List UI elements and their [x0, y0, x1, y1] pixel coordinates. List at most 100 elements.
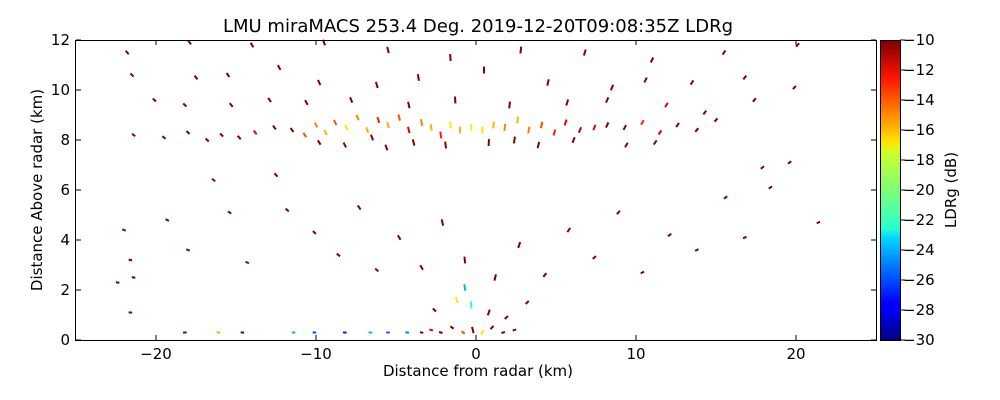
echo-point: [592, 124, 597, 131]
echo-point: [365, 126, 370, 134]
echo-point: [419, 264, 424, 271]
echo-point: [463, 256, 467, 264]
x-tick-label: −10: [300, 345, 332, 363]
echo-point: [182, 102, 188, 108]
echo-point: [124, 50, 130, 55]
y-axis-label: Distance Above radar (km): [28, 89, 46, 291]
y-tick-label: 10: [51, 81, 70, 99]
echo-point: [760, 165, 765, 170]
echo-point: [407, 101, 411, 109]
echo-point: [622, 124, 627, 131]
colorbar-tick-label: −26: [903, 271, 935, 289]
colorbar-tick-label: −28: [903, 301, 935, 319]
colorbar-tick-label: −10: [903, 31, 935, 49]
echo-point: [787, 160, 792, 165]
echo-point: [742, 235, 747, 240]
echo-point: [374, 81, 379, 89]
echo-point: [128, 258, 133, 262]
echo-point: [675, 122, 680, 128]
echo-point: [577, 126, 583, 134]
echo-point: [816, 220, 821, 225]
echo-point: [277, 64, 282, 71]
echo-point: [386, 121, 390, 129]
echo-point: [768, 185, 773, 190]
colorbar-tick-label: −30: [903, 331, 935, 349]
x-tick-label: 10: [626, 345, 645, 363]
echo-point: [512, 328, 517, 332]
echo-point: [185, 248, 191, 252]
echo-point: [519, 46, 523, 54]
echo-point: [694, 248, 699, 252]
echo-point: [369, 134, 375, 141]
echo-point: [429, 124, 433, 131]
echo-point: [486, 309, 491, 316]
echo-point: [273, 172, 279, 178]
chart-title: LMU miraMACS 253.4 Deg. 2019-12-20T09:08…: [223, 16, 733, 37]
y-tick-label: 4: [60, 231, 70, 249]
echo-point: [493, 274, 497, 281]
echo-point: [440, 219, 445, 226]
y-tick-label: 0: [60, 331, 70, 349]
echo-point: [512, 136, 516, 144]
echo-point: [193, 75, 199, 80]
echo-point: [439, 131, 443, 139]
echo-point: [376, 116, 381, 124]
colorbar-label: LDRg (dB): [942, 152, 960, 228]
echo-point: [643, 77, 648, 83]
echo-point: [267, 97, 272, 103]
echo-point: [419, 331, 424, 334]
echo-point: [249, 42, 255, 48]
echo-point: [605, 122, 610, 128]
echo-point: [289, 127, 295, 133]
echo-point: [702, 110, 708, 115]
echo-point: [565, 99, 570, 106]
echo-point: [355, 114, 360, 121]
echo-point: [694, 127, 700, 133]
colorbar-tick-label: −12: [903, 61, 935, 79]
echo-point: [649, 57, 655, 63]
echo-point: [552, 129, 557, 136]
echo-point: [333, 119, 338, 126]
colorbar: [880, 40, 901, 341]
echo-point: [504, 315, 509, 320]
echo-point: [542, 272, 548, 278]
echo-layer: [115, 39, 821, 336]
echo-point: [397, 234, 402, 241]
echo-point: [566, 227, 572, 233]
echo-point: [667, 233, 672, 237]
echo-point: [742, 75, 748, 80]
echo-point: [536, 141, 541, 149]
colorbar-tick-label: −20: [903, 181, 935, 199]
echo-point: [517, 241, 522, 249]
echo-point: [664, 102, 669, 108]
echo-point: [508, 101, 511, 109]
echo-point: [342, 142, 347, 148]
echo-point: [432, 307, 437, 313]
echo-point: [416, 74, 420, 81]
colorbar-tick-label: −16: [903, 121, 935, 139]
echo-point: [527, 126, 531, 134]
y-axis: 0 2 4 6 8 10 12: [51, 31, 876, 349]
echo-point: [252, 130, 258, 135]
echo-point: [302, 132, 308, 138]
colorbar-tick-label: −14: [903, 91, 935, 109]
echo-point: [571, 136, 576, 144]
echo-point: [501, 330, 506, 335]
echo-point: [503, 123, 507, 132]
echo-point: [624, 142, 629, 148]
echo-point: [225, 72, 231, 78]
echo-point: [397, 114, 401, 121]
echo-point: [323, 129, 328, 136]
echo-point: [449, 325, 455, 330]
echo-point: [211, 177, 216, 183]
echo-point: [344, 124, 349, 131]
x-tick-label: 20: [786, 345, 805, 363]
echo-point: [438, 331, 443, 334]
echo-point: [131, 132, 136, 138]
echo-point: [449, 121, 452, 129]
echo-point: [539, 121, 544, 129]
echo-point: [121, 228, 127, 232]
colorbar-tick-label: −18: [903, 151, 935, 169]
echo-point: [245, 260, 250, 265]
